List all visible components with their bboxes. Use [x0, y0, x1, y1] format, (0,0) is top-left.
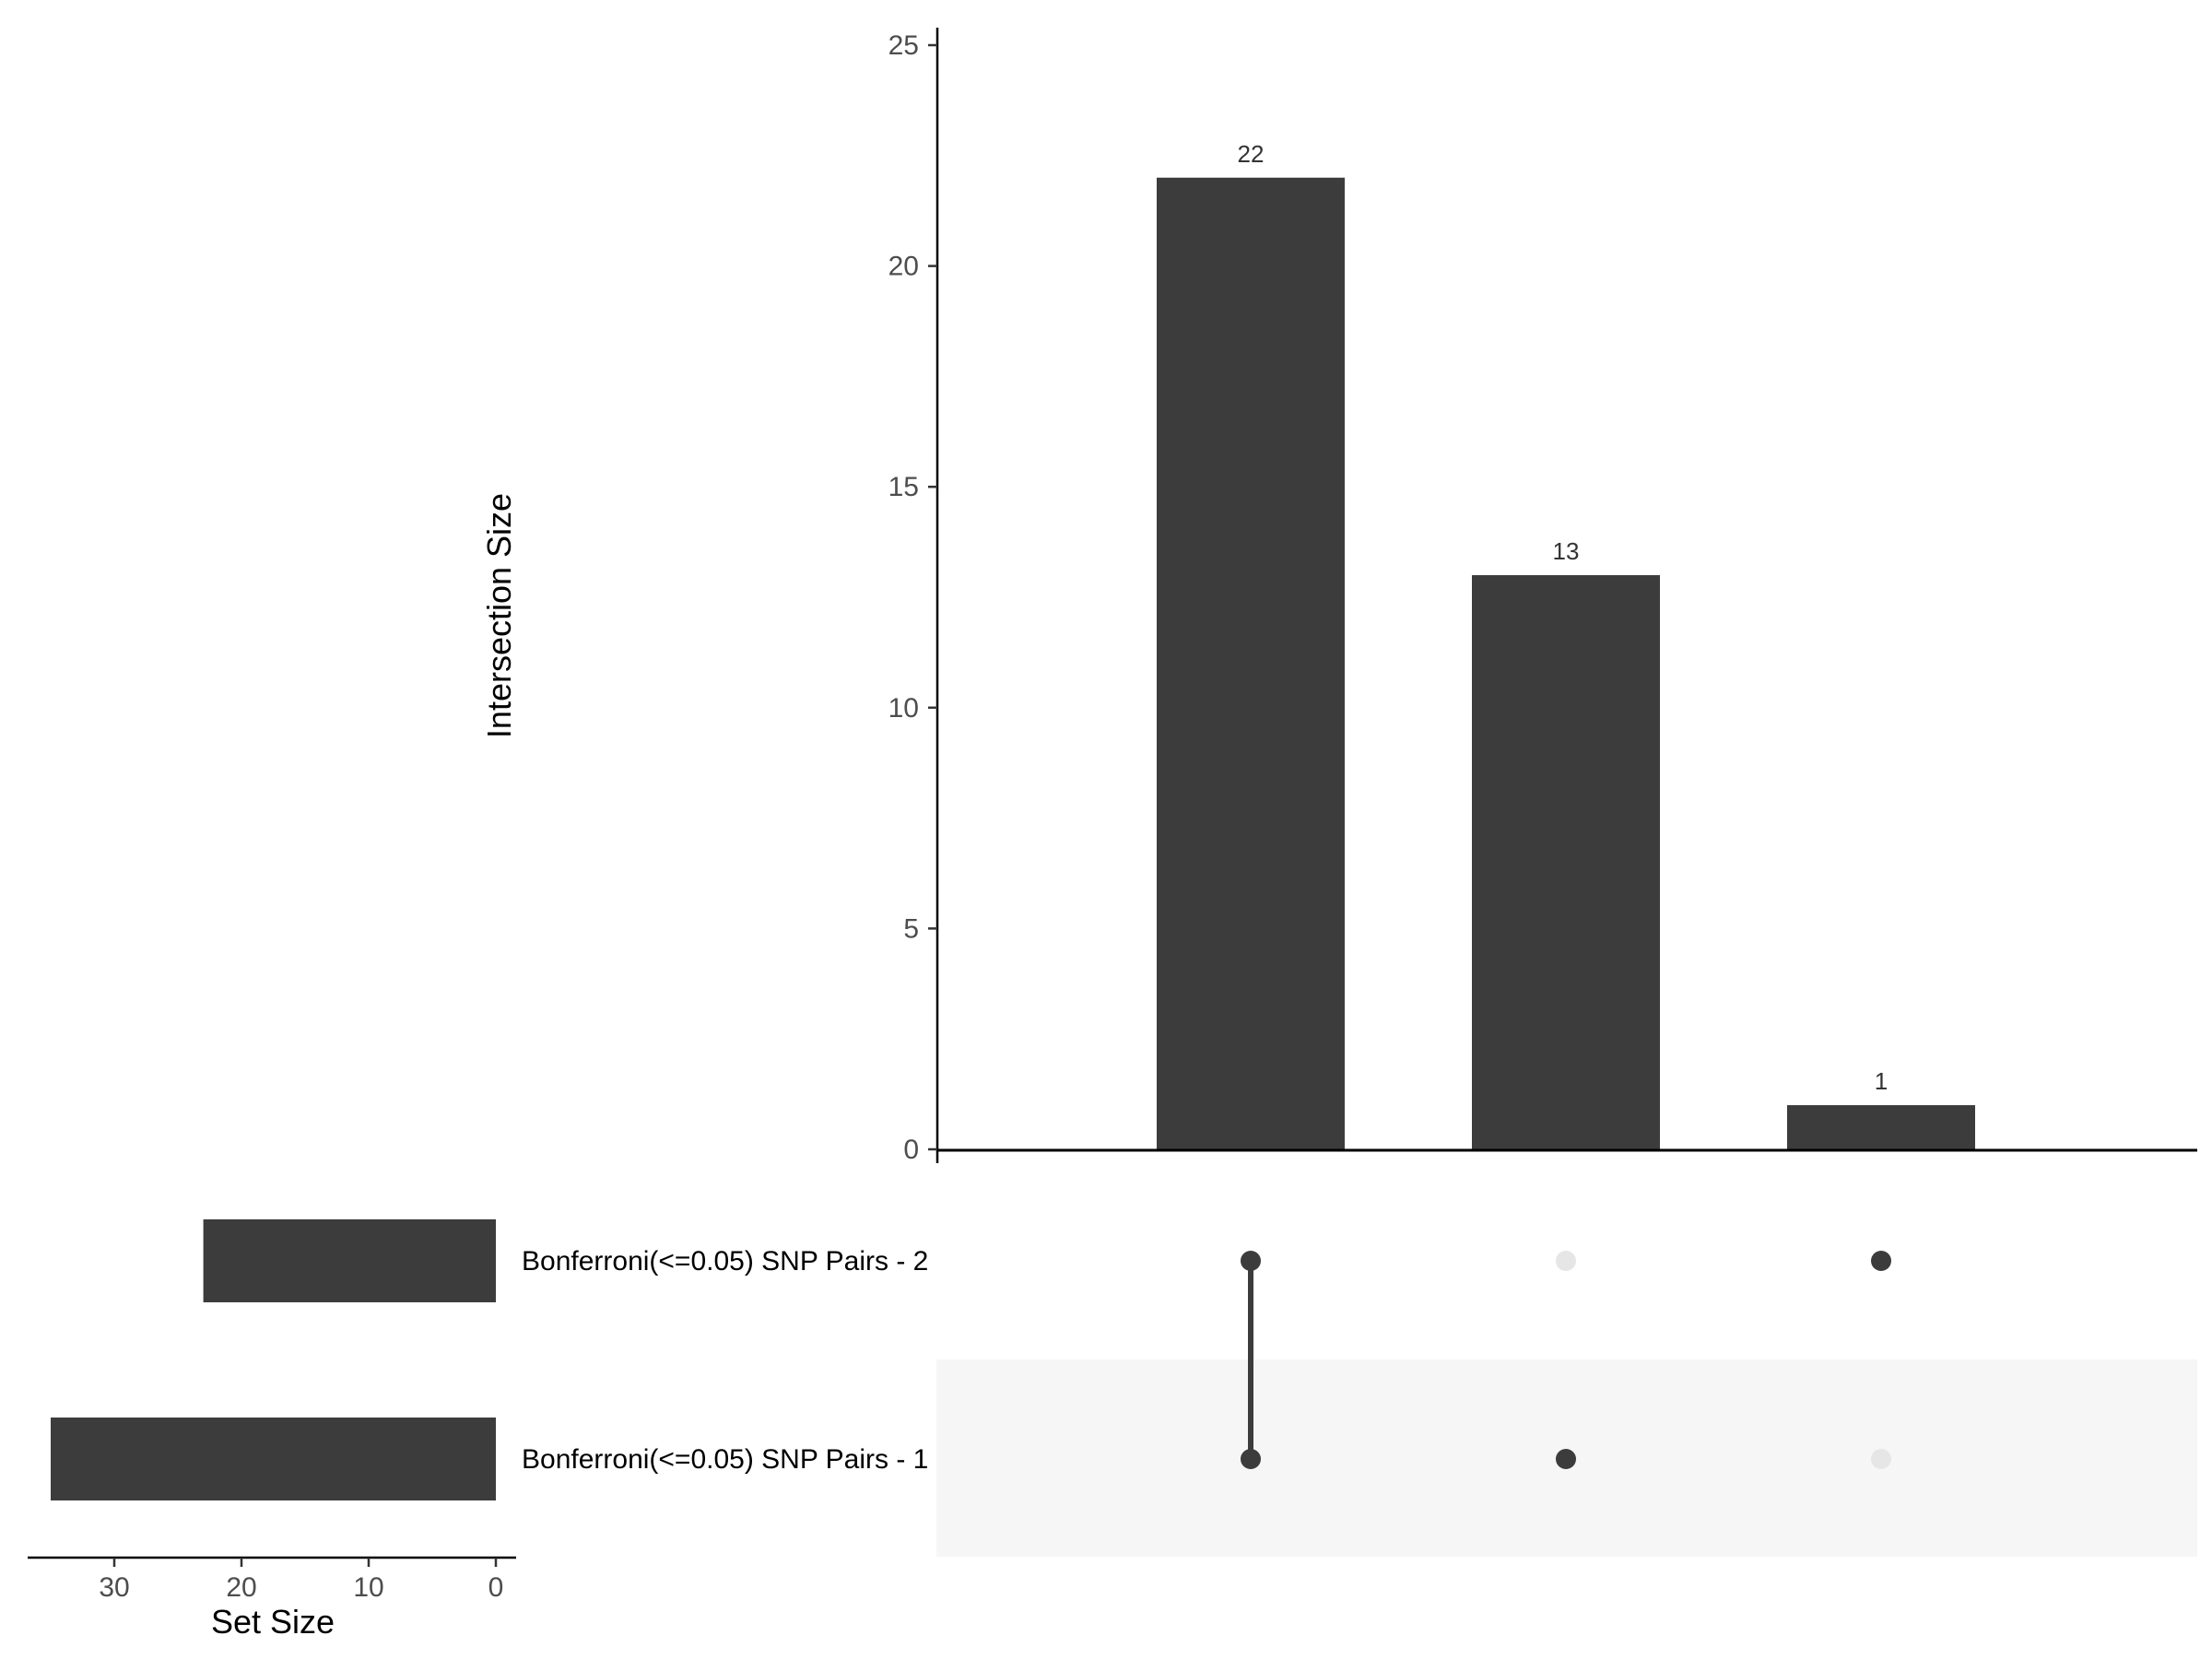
matrix-dots	[1241, 1251, 1891, 1469]
matrix-dot-active	[1556, 1449, 1576, 1469]
set-size-tick-label: 10	[353, 1572, 383, 1603]
y-tick-label: 10	[888, 693, 919, 724]
intersection-bar-value-label: 13	[1553, 537, 1580, 565]
intersection-y-axis-title: Intersection Size	[480, 493, 518, 738]
intersection-bar	[1472, 575, 1660, 1149]
y-tick-label: 20	[888, 252, 919, 282]
matrix-dot-inactive	[1556, 1251, 1576, 1271]
intersection-y-axis	[935, 28, 2197, 1163]
matrix-dot-inactive	[1871, 1449, 1891, 1469]
set-size-tick-label: 30	[99, 1572, 129, 1603]
set-size-tick-label: 0	[488, 1572, 504, 1603]
set-size-bar	[51, 1418, 496, 1500]
intersection-bar	[1787, 1105, 1975, 1149]
intersection-y-ticks: 0 5 10 15 20 25	[888, 30, 937, 1165]
intersection-bar	[1157, 177, 1345, 1149]
set-size-tick-label: 20	[226, 1572, 256, 1603]
set-size-bar	[203, 1219, 496, 1302]
set-size-x-ticks: 30 20 10 0	[99, 1558, 503, 1603]
y-tick-label: 5	[903, 913, 919, 944]
matrix-dot-active	[1241, 1251, 1261, 1271]
intersection-bars	[1157, 177, 1975, 1149]
y-tick-label: 25	[888, 30, 919, 61]
intersection-bar-value-label: 1	[1875, 1067, 1888, 1095]
set-name-label: Bonferroni(<=0.05) SNP Pairs - 1	[522, 1444, 928, 1475]
intersection-bar-value-label: 22	[1238, 140, 1265, 168]
matrix-dot-active	[1241, 1449, 1261, 1469]
set-name-label: Bonferroni(<=0.05) SNP Pairs - 2	[522, 1246, 928, 1277]
set-size-axis-title: Set Size	[211, 1603, 335, 1641]
matrix-dot-active	[1871, 1251, 1891, 1271]
intersection-bar-labels: 22 13 1	[1238, 140, 1888, 1095]
y-tick-label: 15	[888, 472, 919, 502]
y-tick-label: 0	[903, 1135, 919, 1165]
set-size-bars	[51, 1219, 496, 1500]
